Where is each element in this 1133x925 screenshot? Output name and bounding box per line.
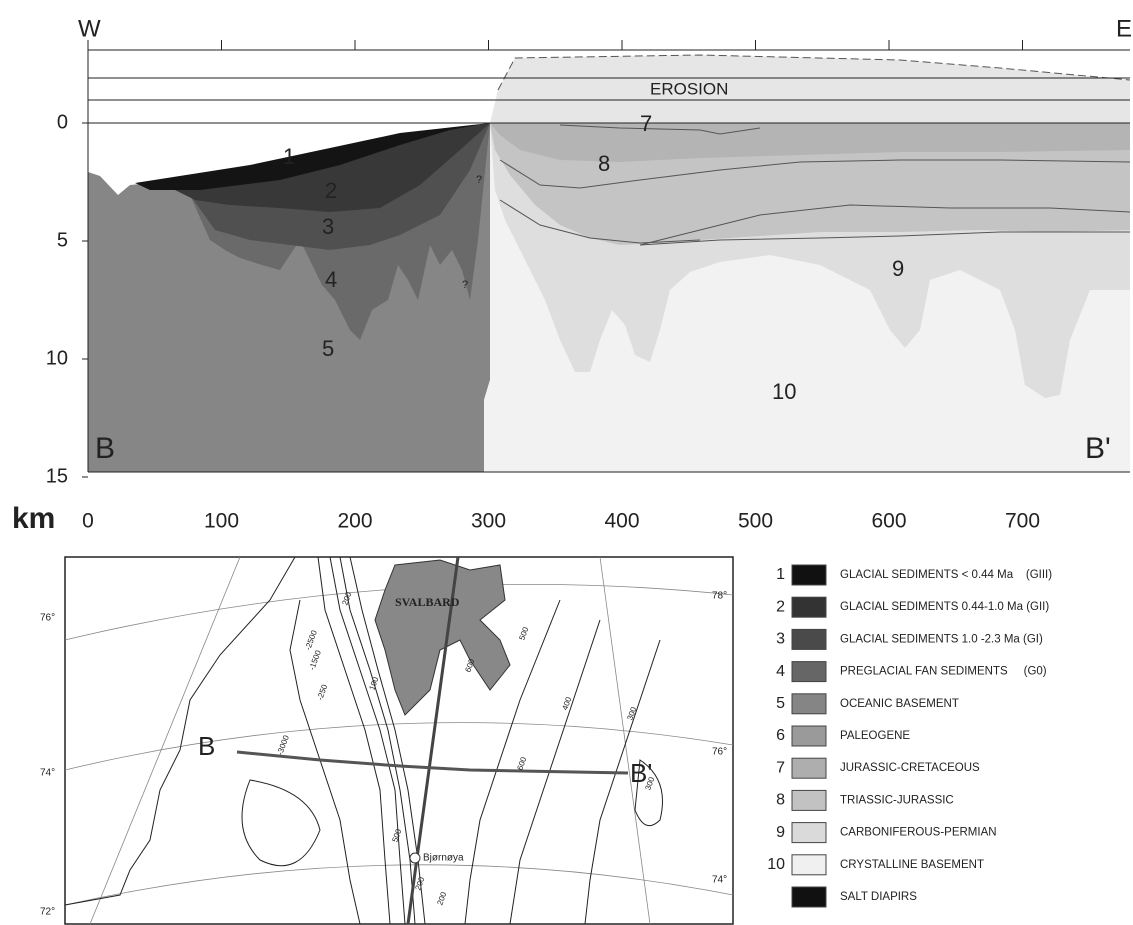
legend-label: GLACIAL SEDIMENTS 1.0 -2.3 Ma (GI) — [840, 633, 1043, 645]
legend-swatch — [792, 629, 826, 649]
legend-label: GLACIAL SEDIMENTS 0.44-1.0 Ma (GII) — [840, 601, 1049, 613]
legend-number: 7 — [776, 759, 785, 776]
unit-label: 4 — [325, 267, 337, 292]
x-tick-label: 0 — [82, 510, 94, 533]
legend-swatch — [792, 565, 826, 585]
legend-number: 9 — [776, 824, 785, 841]
unit-label: 8 — [598, 151, 610, 176]
legend-number: 10 — [767, 856, 785, 873]
legend-number: 5 — [776, 695, 785, 712]
latitude-label: 74° — [712, 875, 727, 886]
legend-label: GLACIAL SEDIMENTS < 0.44 Ma (GIII) — [840, 569, 1052, 581]
profile-end: B — [95, 432, 115, 465]
legend-label: PALEOGENE — [840, 730, 910, 742]
legend-number: 3 — [776, 631, 785, 648]
place-label: SVALBARD — [395, 595, 460, 609]
line-end: B — [198, 731, 215, 761]
latitude-label: 74° — [40, 768, 55, 779]
x-tick-label: 500 — [738, 510, 773, 533]
latitude-label: 78° — [712, 591, 727, 602]
y-tick-label: 15 — [46, 465, 68, 487]
legend-label: TRIASSIC-JURASSIC — [840, 794, 954, 806]
unit-label: 9 — [892, 256, 904, 281]
erosion-label: EROSION — [650, 79, 728, 98]
x-tick-label: 100 — [204, 510, 239, 533]
x-tick-label: 700 — [1005, 510, 1040, 533]
island-marker — [410, 853, 420, 863]
legend-label: OCEANIC BASEMENT — [840, 698, 959, 710]
y-tick-label: 10 — [46, 347, 68, 369]
legend-number: 6 — [776, 727, 785, 744]
legend-swatch — [792, 662, 826, 682]
unit-label: ? — [462, 279, 468, 291]
x-axis-unit: km — [12, 502, 55, 535]
unit-label: 7 — [640, 111, 652, 136]
x-tick-label: 200 — [337, 510, 372, 533]
legend-label: PREGLACIAL FAN SEDIMENTS (G0) — [840, 666, 1047, 678]
section-layers — [88, 50, 1130, 472]
legend-swatch — [792, 790, 826, 810]
figure: WEEROSIONBB'1234578910??051015km01002003… — [0, 0, 1133, 925]
unit-label: 1 — [283, 144, 295, 169]
legend-label: JURASSIC-CRETACEOUS — [840, 762, 980, 774]
legend-swatch — [792, 855, 826, 875]
profile-end: B' — [1085, 432, 1111, 465]
legend-swatch — [792, 758, 826, 778]
legend-number: 4 — [776, 663, 785, 680]
legend-number: 1 — [776, 566, 785, 583]
legend-swatch — [792, 694, 826, 714]
latitude-label: 72° — [40, 907, 55, 918]
legend-label: CARBONIFEROUS-PERMIAN — [840, 827, 997, 839]
map — [65, 557, 733, 924]
place-label: Bjørnøya — [423, 853, 464, 864]
legend-label: SALT DIAPIRS — [840, 891, 917, 903]
legend-number: 8 — [776, 792, 785, 809]
erosion-zone — [490, 55, 1130, 123]
x-tick-label: 300 — [471, 510, 506, 533]
unit-label: 2 — [325, 178, 337, 203]
latitude-label: 76° — [40, 613, 55, 624]
x-tick-label: 400 — [604, 510, 639, 533]
x-tick-label: 600 — [871, 510, 906, 533]
edge-label: E — [1116, 15, 1132, 42]
unit-label: ? — [476, 174, 482, 186]
edge-label: W — [78, 15, 101, 42]
legend-swatch — [792, 887, 826, 907]
legend-number: 2 — [776, 598, 785, 615]
y-tick-label: 5 — [57, 229, 68, 251]
unit-label: 10 — [772, 379, 796, 404]
y-tick-label: 0 — [57, 111, 68, 133]
legend-label: CRYSTALLINE BASEMENT — [840, 859, 984, 871]
legend-swatch — [792, 823, 826, 843]
latitude-label: 76° — [712, 747, 727, 758]
unit-label: 5 — [322, 336, 334, 361]
legend-swatch — [792, 726, 826, 746]
unit-label: 3 — [322, 214, 334, 239]
legend-swatch — [792, 597, 826, 617]
